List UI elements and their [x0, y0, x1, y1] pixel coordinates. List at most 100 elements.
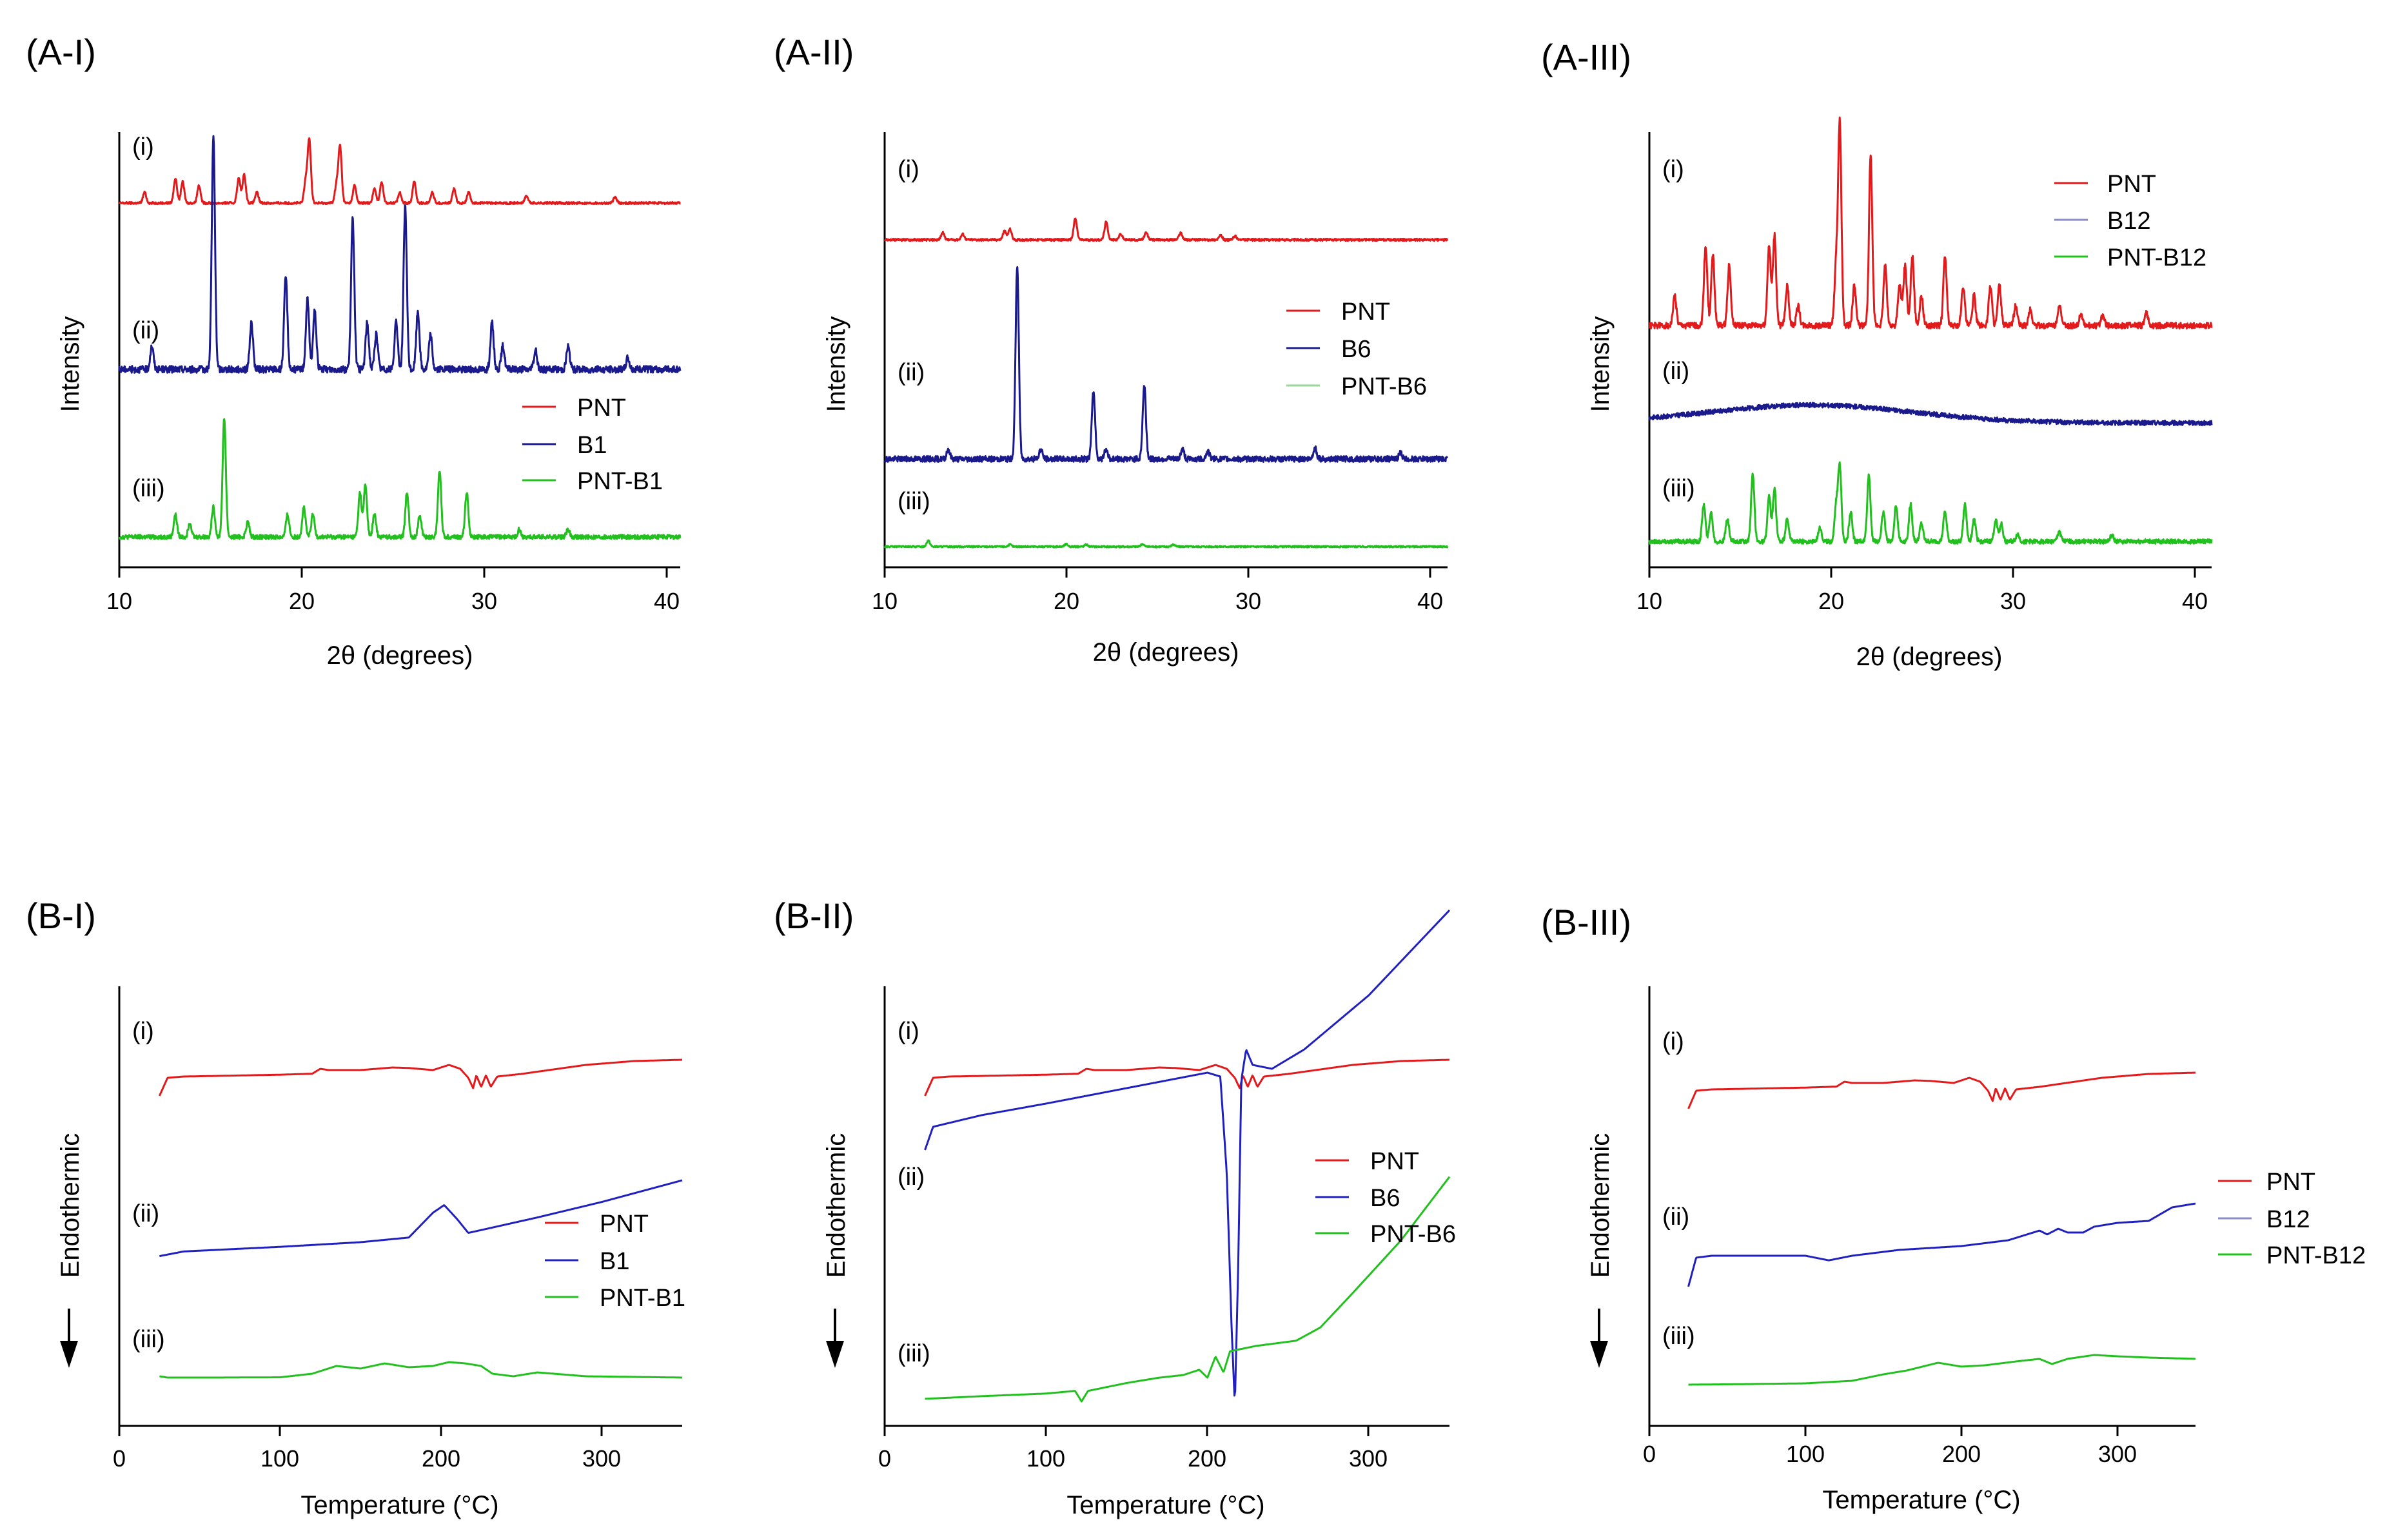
x-tick-labels: 10 20 30 40	[872, 588, 1443, 614]
trace-label-ii: (ii)	[898, 359, 925, 386]
trace-label-iii: (iii)	[1662, 1323, 1695, 1350]
x-ticks	[1648, 567, 2196, 578]
y-axis-arrow	[826, 1309, 844, 1368]
legend-label-PNT: PNT	[2266, 1169, 2315, 1196]
x-axis-title: Temperature (°C)	[300, 1491, 498, 1519]
trace-B1	[118, 135, 682, 374]
trace-PNT	[924, 1058, 1450, 1097]
trace-PNT-B6	[925, 1176, 1451, 1403]
y-axis-title: Endothermic	[1586, 1133, 1615, 1278]
x-ticks	[883, 567, 1431, 578]
y-axis-title: Endothermic	[56, 1133, 84, 1278]
legend-label-B1: B1	[577, 432, 607, 459]
panel-label: (B-I)	[26, 895, 96, 936]
x-tick-labels: 10 20 30 40	[1636, 588, 2208, 614]
trace-label-i: (i)	[132, 1018, 154, 1045]
panel-A-I: (A-I) Intensity 10 20 30 40 2θ (degrees)…	[26, 32, 682, 670]
panel-label: (B-II)	[774, 895, 854, 936]
panel-B-II: (B-II) Endothermic 0 100 200 300 Tempera…	[774, 895, 1456, 1519]
legend-label-PNT: PNT	[2107, 171, 2156, 198]
x-tick-label: 200	[1942, 1441, 1981, 1467]
x-tick-label: 20	[1818, 588, 1844, 614]
x-tick-label: 0	[1643, 1441, 1656, 1467]
x-tick-label: 10	[106, 588, 132, 614]
trace-PNT	[1687, 1071, 2196, 1109]
legend-label-B1: B1	[600, 1248, 629, 1275]
legend: PNT B12 PNT-B12	[2218, 1169, 2366, 1269]
panel-A-III: (A-III) Intensity 10 20 30 40 2θ (degree…	[1541, 37, 2213, 671]
panel-label: (A-II)	[774, 32, 854, 72]
x-tick-labels: 0 100 200 300	[878, 1445, 1388, 1472]
trace-PNT-B6	[883, 539, 1449, 549]
trace-B6	[924, 909, 1451, 1397]
trace-B1	[159, 1179, 683, 1258]
legend: PNT B1 PNT-B1	[545, 1211, 685, 1312]
x-tick-label: 20	[289, 588, 315, 614]
legend-label-PNT-B1: PNT-B1	[600, 1285, 685, 1312]
trace-PNT-B1	[159, 1361, 683, 1379]
legend: PNT B6 PNT-B6	[1286, 298, 1427, 400]
x-tick-label: 10	[872, 588, 898, 614]
axis-lines	[1648, 986, 2195, 1427]
axis-lines	[118, 132, 680, 569]
panel-B-III: (B-III) Endothermic 0 100 200 300 Temper…	[1541, 902, 2366, 1514]
panel-A-II: (A-II) Intensity 10 20 30 40 2θ (degrees…	[774, 32, 1449, 667]
y-axis-arrow-head	[60, 1341, 78, 1368]
x-tick-label: 0	[113, 1445, 126, 1472]
trace-label-iii: (iii)	[898, 488, 930, 515]
trace-label-iii: (iii)	[898, 1340, 930, 1367]
x-tick-label: 40	[1417, 588, 1443, 614]
trace-label-iii: (iii)	[132, 1326, 165, 1353]
legend-label-PNT: PNT	[1341, 298, 1390, 326]
trace-PNT	[159, 1058, 683, 1097]
x-tick-labels: 0 100 200 300	[113, 1445, 621, 1472]
legend-label-PNT-B6: PNT-B6	[1370, 1221, 1456, 1248]
legend-label-PNT-B6: PNT-B6	[1341, 373, 1427, 400]
x-tick-label: 200	[422, 1445, 460, 1472]
trace-B12	[1687, 1202, 2196, 1287]
x-tick-label: 300	[1349, 1445, 1388, 1472]
trace-label-i: (i)	[898, 1018, 919, 1045]
axis-lines	[883, 986, 1449, 1427]
y-axis-arrow	[1590, 1309, 1608, 1368]
x-tick-label: 0	[878, 1445, 891, 1472]
x-tick-label: 30	[471, 588, 497, 614]
legend-label-PNT: PNT	[577, 395, 626, 422]
x-tick-label: 20	[1054, 588, 1079, 614]
x-ticks	[118, 567, 668, 578]
x-tick-label: 30	[1235, 588, 1261, 614]
x-tick-label: 200	[1188, 1445, 1226, 1472]
legend: PNT B12 PNT-B12	[2054, 171, 2206, 271]
trace-label-ii: (ii)	[132, 317, 159, 344]
x-axis-title: 2θ (degrees)	[1856, 643, 2003, 671]
panel-label: (A-III)	[1541, 37, 1631, 77]
trace-label-ii: (ii)	[1662, 358, 1689, 385]
x-tick-label: 40	[654, 588, 680, 614]
trace-B12	[1648, 402, 2213, 427]
trace-label-i: (i)	[132, 133, 154, 161]
axis-lines	[118, 986, 682, 1427]
x-tick-label: 100	[260, 1445, 299, 1472]
trace-B6	[884, 266, 1449, 463]
legend-label-PNT-B1: PNT-B1	[577, 468, 663, 495]
panel-label: (A-I)	[26, 32, 96, 72]
trace-PNT-B1	[118, 418, 682, 540]
trace-PNT	[1648, 116, 2213, 330]
y-axis-title: Intensity	[822, 317, 850, 413]
legend-label-B12: B12	[2266, 1206, 2310, 1233]
panel-B-I: (B-I) Endothermic 0 100 200 300 Temperat…	[26, 895, 685, 1519]
legend-label-PNT-B12: PNT-B12	[2266, 1242, 2366, 1269]
legend-label-PNT: PNT	[1370, 1148, 1419, 1175]
x-tick-label: 300	[2098, 1441, 2137, 1467]
x-tick-label: 300	[582, 1445, 621, 1472]
trace-label-i: (i)	[1662, 156, 1684, 183]
x-ticks	[118, 1426, 603, 1436]
x-tick-label: 100	[1027, 1445, 1065, 1472]
panel-label: (B-III)	[1541, 902, 1631, 942]
trace-PNT-B12	[1688, 1354, 2196, 1386]
y-axis-title: Intensity	[56, 317, 84, 413]
legend-label-B6: B6	[1341, 336, 1371, 363]
x-axis-title: Temperature (°C)	[1822, 1486, 2020, 1514]
y-axis-arrow-head	[826, 1341, 844, 1368]
legend-label-B12: B12	[2107, 208, 2151, 235]
